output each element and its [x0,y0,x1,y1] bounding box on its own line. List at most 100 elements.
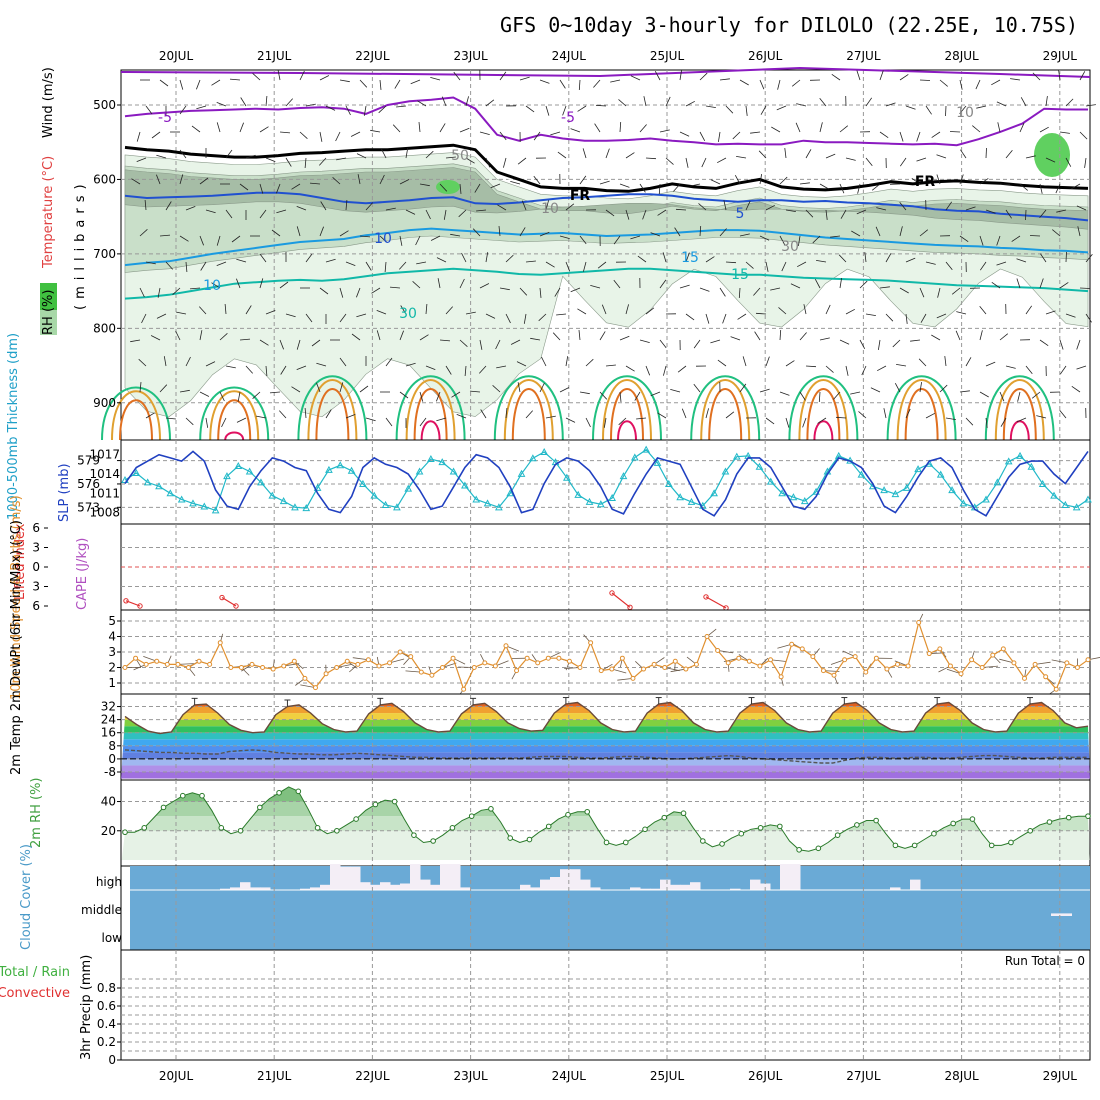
cloud-level-low: low [102,931,123,945]
wind-barb [499,287,510,291]
wind-barb [856,209,867,215]
wind-barb [320,201,327,211]
wind-barb [416,261,427,265]
thickness-marker [461,481,469,489]
wind-10m-marker [1085,657,1091,663]
wind-barb [750,131,761,134]
cloud-high-bar [630,887,641,890]
wind-barb [1079,131,1088,140]
wind-barb [797,261,807,268]
wind-barb [239,183,249,191]
upper-air-ylabel-temp: Temperature (°C) [41,156,56,269]
rh-2m-marker [873,817,879,824]
lifted-index-marker [703,594,709,600]
cloud-cover-grid [175,866,1061,950]
wind-barb [742,356,747,367]
date-label-bottom: 29JUL [1043,1069,1078,1083]
wind-barb [737,313,747,320]
cloud-high-bar [430,884,441,890]
temp-color-band [121,732,1090,740]
wind-barb [759,388,770,393]
upper-air-ylabel: RH (%) Temperature (°C) Wind (m/s) (mill… [40,67,88,335]
wind-barb [231,235,241,243]
wind-barb [639,339,650,343]
wind-barb [643,96,647,107]
wind-barb [579,235,587,245]
wind-barb [385,357,393,367]
wind-barb [949,131,961,133]
wind-barb [951,287,961,295]
cloud-high-bar [310,887,321,890]
wind-barb [595,104,607,107]
wind-barb [1055,183,1061,194]
wind-barb [474,183,481,193]
wind-barb [445,306,453,315]
wind-barb [365,417,376,422]
thickness-marker [325,465,333,473]
boundary-isotherm-lobe [111,390,161,441]
wind-10m-marker [260,665,266,670]
date-label-bottom: 27JUL [846,1069,881,1083]
temp-color-band [121,758,1090,766]
wind-barb [722,313,727,324]
wind-barb [885,102,896,107]
wind-10m-marker [323,671,329,677]
rh-2m-marker [642,826,648,833]
wind-barb [480,409,487,419]
wind-barb [229,78,241,81]
wind-barb [345,414,356,419]
wind-barb [579,175,587,185]
wind-10m-marker [683,666,689,672]
thickness-marker [506,489,515,497]
wind-barb [498,226,501,237]
wind-barb [176,311,187,315]
thickness-marker [1072,503,1081,511]
wind-barb [831,73,841,81]
wind-barb [277,70,281,81]
thickness-marker [313,483,322,491]
wind-barb [605,209,615,217]
wind-10m-barb [1035,661,1051,665]
wind-barb [144,199,147,211]
wind-barb [879,131,889,139]
wind-barb [425,150,434,159]
precip-legend-convective: Convective [0,986,70,1001]
wind-barb [718,131,721,142]
wind-barb [618,417,627,426]
wind-barb [999,333,1009,341]
thickness-marker [449,467,458,475]
wind-10m-marker [704,634,710,639]
wind-barb [430,235,441,241]
wind-barb [1040,253,1047,263]
thickness-marker [959,499,968,507]
boundary-isotherm-lobe [413,388,448,441]
wind-barb [791,79,801,87]
cloud-high-bar [390,884,401,890]
wind-barb [1005,209,1012,219]
wind-barb [279,339,284,350]
wind-barb [363,105,367,116]
date-label-bottom: 25JUL [650,1069,685,1083]
wind-barb [979,305,987,315]
wind-barb [510,181,521,185]
date-label-top: 21JUL [257,49,292,63]
rh-shade-dark [124,167,1089,230]
cloud-high-bar [660,879,671,890]
wind-barb [216,235,221,246]
wind-10m-marker [820,668,826,674]
wind-barb [179,174,184,185]
wind-barb [399,179,410,185]
wind-barb [939,79,948,87]
wind-barb [577,105,587,112]
wind-10m-marker [799,646,805,652]
wind-barb [937,287,941,298]
thickness-marker [800,497,809,505]
wind-10m-marker [757,663,763,669]
thickness-marker [279,497,288,505]
cloud-high-bar [910,879,921,890]
rh-2m-marker [815,845,822,852]
rh-2m-marker [526,836,533,843]
boundary-isotherm-lobe [315,388,350,441]
thickness-marker [574,490,583,498]
wind-barb [389,286,401,289]
